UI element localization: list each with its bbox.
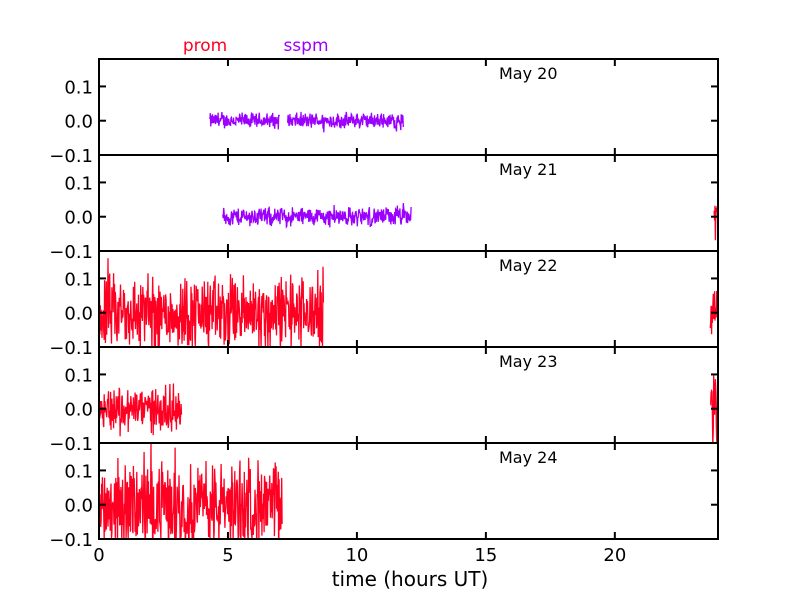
y-tick-label: 0.1 xyxy=(64,365,93,386)
panel-frame-1 xyxy=(98,58,719,156)
panel-3: −0.1 0.0 0.1 May 22 xyxy=(49,250,719,359)
y-tick-label: −0.1 xyxy=(49,338,93,359)
x-tick-label: 5 xyxy=(222,545,233,566)
y-tick-label: 0.1 xyxy=(64,77,93,98)
panel-5: −0.1 0.0 0.1 May 24 xyxy=(49,442,719,551)
series-prom-line-panel-3-seg-1 xyxy=(99,258,325,347)
y-tick-label: 0.1 xyxy=(64,269,93,290)
panel-date-label: May 21 xyxy=(499,160,558,179)
y-tick-label: 0.1 xyxy=(64,461,93,482)
panel-date-label: May 22 xyxy=(499,256,558,275)
panel-2: −0.1 0.0 0.1 May 21 xyxy=(49,154,719,263)
panel-date-label: May 24 xyxy=(499,448,558,467)
y-tick-label: 0.1 xyxy=(64,173,93,194)
x-tick-label: 20 xyxy=(603,545,626,566)
x-tick-label: 10 xyxy=(345,545,368,566)
series-sspm-line-panel-1-seg-1 xyxy=(209,111,281,130)
series-prom-line-panel-4-seg-1 xyxy=(99,383,183,437)
y-tick-label: 0.0 xyxy=(64,400,93,421)
y-tick-label: 0.0 xyxy=(64,496,93,517)
series-sspm-line-panel-2-seg-1 xyxy=(222,203,412,229)
y-tick-label: −0.1 xyxy=(49,146,93,167)
legend-sspm-label: sspm xyxy=(283,36,328,56)
x-tick-label: 0 xyxy=(93,545,104,566)
panels-group: −0.1 0.0 0.1 May 20 −0.1 0.0 0.1 May 21 −0.1 0.0 0… xyxy=(49,58,719,566)
series-prom-line-panel-5-seg-1 xyxy=(99,443,283,539)
y-tick-label: −0.1 xyxy=(49,242,93,263)
y-tick-label: 0.0 xyxy=(64,208,93,229)
panel-4: −0.1 0.0 0.1 May 23 xyxy=(49,346,719,455)
y-tick-label: −0.1 xyxy=(49,530,93,551)
y-tick-label: −0.1 xyxy=(49,434,93,455)
x-axis-label: time (hours UT) xyxy=(332,567,489,591)
panel-frame-2 xyxy=(98,154,719,252)
panel-frame-5 xyxy=(98,442,719,540)
series-sspm-line-panel-1-seg-2 xyxy=(287,111,404,133)
panel-1: −0.1 0.0 0.1 May 20 xyxy=(49,58,719,167)
legend-prom-label: prom xyxy=(183,36,227,56)
panel-frame-4 xyxy=(98,346,719,444)
panel-date-label: May 23 xyxy=(499,352,558,371)
y-tick-label: 0.0 xyxy=(64,112,93,133)
panel-date-label: May 20 xyxy=(499,64,558,83)
x-tick-label: 15 xyxy=(474,545,497,566)
series-prom-line-panel-4-seg-2 xyxy=(709,367,718,443)
y-tick-label: 0.0 xyxy=(64,304,93,325)
